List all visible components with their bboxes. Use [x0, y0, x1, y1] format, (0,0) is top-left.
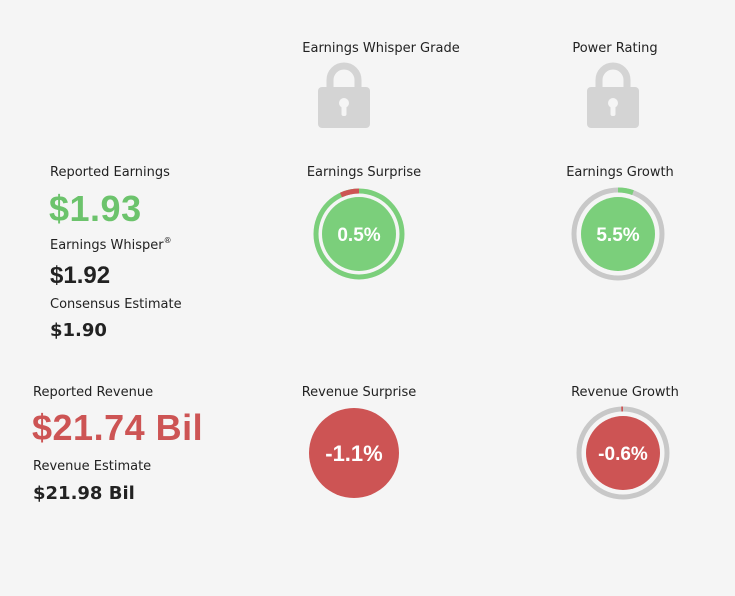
- revenue-growth-value: -0.6%: [598, 444, 648, 465]
- earnings-surprise-value: 0.5%: [337, 225, 380, 246]
- lock-icon: [585, 58, 641, 134]
- revenue-surprise-label: Revenue Surprise: [301, 385, 417, 400]
- earnings-surprise-gauge: 0.5%: [313, 188, 405, 284]
- reported-earnings-value: $1.93: [49, 188, 142, 229]
- surprise-marker: [339, 188, 360, 198]
- revenue-surprise-value: -1.1%: [325, 441, 382, 466]
- earnings-whisper-label: Earnings Whisper®: [50, 236, 172, 253]
- revenue-estimate-value: $21.98 Bil: [33, 483, 135, 504]
- earnings-growth-label: Earnings Growth: [566, 165, 674, 180]
- revenue-surprise-gauge: -1.1%: [308, 407, 400, 503]
- revenue-growth-gauge: -0.6%: [576, 406, 670, 504]
- revenue-growth-label: Revenue Growth: [571, 385, 679, 400]
- earnings-growth-gauge: 5.5%: [571, 187, 665, 285]
- revenue-estimate-label: Revenue Estimate: [33, 459, 152, 474]
- growth-marker: [617, 187, 634, 195]
- consensus-estimate-label: Consensus Estimate: [50, 297, 182, 312]
- reported-revenue-label: Reported Revenue: [33, 385, 154, 400]
- earnings-growth-value: 5.5%: [596, 225, 639, 246]
- consensus-estimate-value: $1.90: [50, 320, 107, 341]
- reported-revenue-value: $21.74 Bil: [32, 407, 204, 448]
- earnings-surprise-label: Earnings Surprise: [306, 165, 422, 180]
- reported-earnings-label: Reported Earnings: [50, 165, 170, 180]
- earnings-whisper-value: $1.92: [50, 262, 111, 289]
- whisper-grade-label: Earnings Whisper Grade: [302, 41, 460, 56]
- lock-icon: [316, 58, 372, 134]
- power-rating-label: Power Rating: [572, 41, 658, 56]
